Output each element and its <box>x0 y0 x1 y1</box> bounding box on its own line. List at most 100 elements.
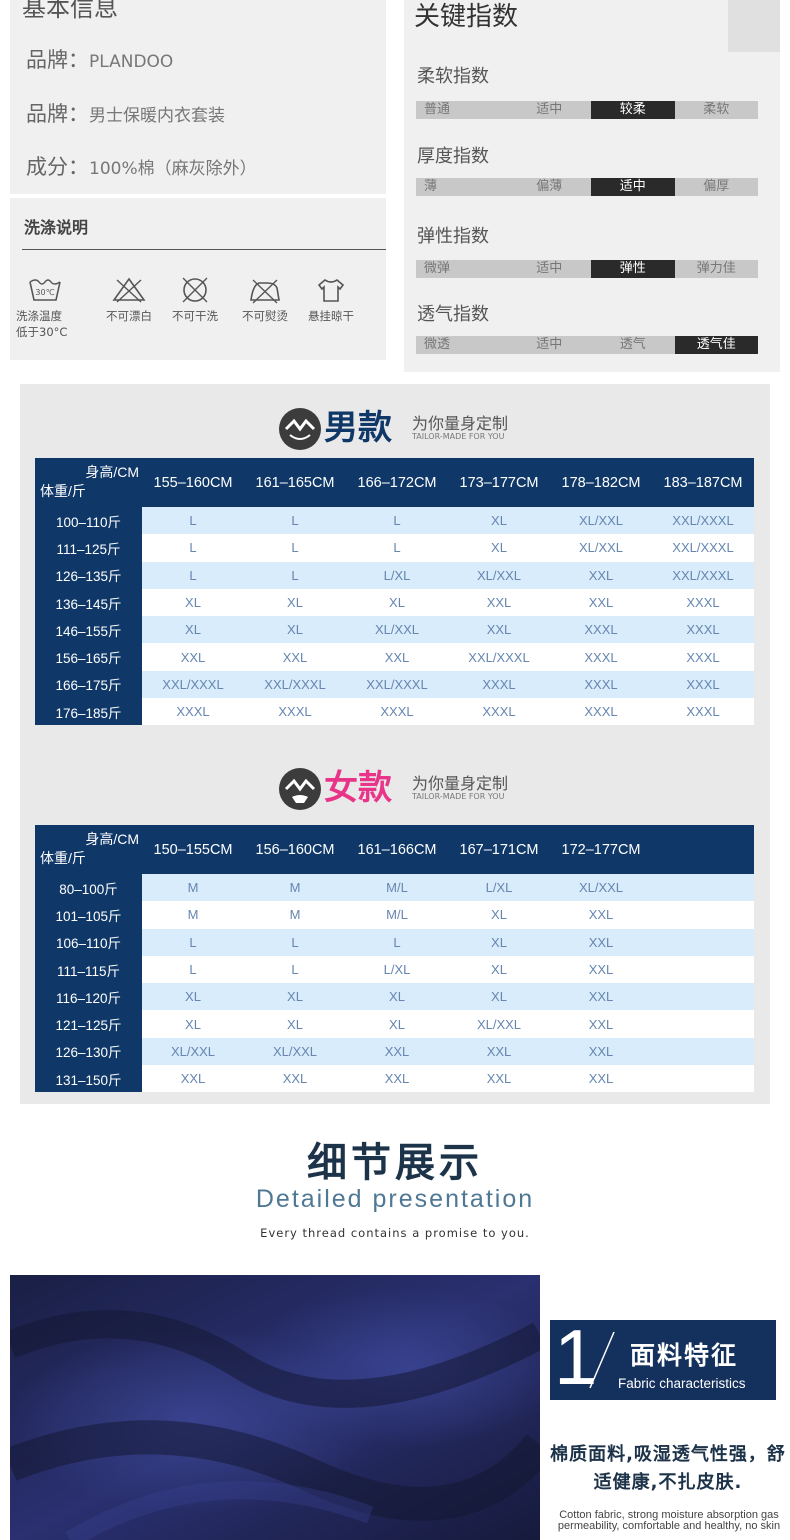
size-cell: XXL/XXXL <box>652 507 754 535</box>
size-cell <box>652 955 754 984</box>
size-cell: XL <box>244 1010 346 1038</box>
size-cell: XXXL <box>346 698 448 726</box>
size-cell: XL/XXL <box>244 1037 346 1066</box>
table-corner-header: 身高/CM 体重/斤 <box>35 458 142 507</box>
height-column-header: 166–172CM <box>346 458 448 507</box>
elasticity-label: 弹性指数 <box>417 226 489 247</box>
men-subtitle-cn: 为你量身定制 <box>412 414 509 433</box>
brand-logo-icon <box>279 408 321 450</box>
wash-item-label: 不可漂白 <box>106 309 152 323</box>
size-cell: XXL <box>550 955 652 984</box>
key-index-title: 关键指数 <box>414 2 519 32</box>
size-cell: XXL <box>550 1010 652 1038</box>
table-row: 111–115斤 L L L/XL XL XXL <box>35 955 754 984</box>
feature-description-en: Cotton fabric, strong moisture absorptio… <box>557 1509 781 1532</box>
table-row: 100–110斤 L L L XL XL/XXL XXL/XXXL <box>35 507 754 535</box>
weight-row-header: 146–155斤 <box>35 616 142 644</box>
scale-option-selected: 透气佳 <box>674 336 758 354</box>
weight-row-header: 101–105斤 <box>35 901 142 929</box>
size-cell: XXL <box>142 643 244 671</box>
feature-title-cn: 面料特征 <box>630 1341 739 1370</box>
wash-temp-text: 30℃ <box>35 288 54 297</box>
table-row: 126–135斤 L L L/XL XL/XXL XXL XXL/XXXL <box>35 561 754 589</box>
size-cell: XL/XXL <box>448 561 550 589</box>
weight-row-header: 121–125斤 <box>35 1010 142 1038</box>
wash-item: 不可干洗 <box>160 276 230 324</box>
wash-instructions-panel: 洗涤说明 30℃ 洗涤温度 低于30°C 不可漂白 不可干洗 不可熨烫 <box>10 198 386 360</box>
size-cell: L <box>142 955 244 984</box>
material-label: 成分： <box>26 155 89 179</box>
product-label: 品牌： <box>26 102 89 126</box>
size-cell: L <box>346 534 448 562</box>
table-row: 106–110斤 L L L XL XXL <box>35 928 754 956</box>
scale-option: 微弹 <box>416 260 508 278</box>
elasticity-scale: 微弹 适中 弹性 弹力佳 <box>416 260 758 278</box>
wash-title: 洗涤说明 <box>24 218 89 237</box>
height-column-header: 155–160CM <box>142 458 244 507</box>
wash-item: 不可漂白 <box>94 276 164 324</box>
women-subtitle-en: TAILOR-MADE FOR YOU <box>412 792 505 801</box>
weight-row-header: 136–145斤 <box>35 588 142 617</box>
brand-row: 品牌：PLANDOO <box>26 44 173 74</box>
slash-divider-icon <box>589 1331 615 1389</box>
men-size-table: 身高/CM 体重/斤 155–160CM 161–165CM 166–172CM 17… <box>35 458 754 726</box>
wash-item: 不可熨烫 <box>230 276 300 324</box>
size-cell: XL/XXL <box>550 534 652 562</box>
basic-info-title: 基本信息 <box>22 0 118 22</box>
height-axis-label: 身高/CM <box>85 831 139 847</box>
size-cell: M <box>244 874 346 902</box>
women-title: 女款 <box>324 768 392 808</box>
breathability-scale: 微透 适中 透气 透气佳 <box>416 336 758 354</box>
size-cell <box>652 1037 754 1066</box>
size-cell: XL/XXL <box>142 1037 244 1066</box>
size-cell <box>652 874 754 902</box>
height-column-header: 161–166CM <box>346 825 448 874</box>
wash-item-label: 不可熨烫 <box>242 309 288 323</box>
height-axis-label: 身高/CM <box>85 464 139 480</box>
fabric-texture-image <box>10 1275 540 1540</box>
table-header-row: 身高/CM 体重/斤 150–155CM 156–160CM 161–166CM 16… <box>35 825 754 874</box>
size-cell: XXL/XXXL <box>652 561 754 589</box>
size-cell: XL <box>244 616 346 644</box>
size-cell: M/L <box>346 901 448 929</box>
scale-option: 偏薄 <box>507 178 591 196</box>
size-cell: L <box>244 928 346 956</box>
decorative-box <box>728 0 780 52</box>
weight-axis-label: 体重/斤 <box>40 483 86 499</box>
size-cell: XL/XXL <box>550 507 652 535</box>
softness-label: 柔软指数 <box>417 66 489 87</box>
size-cell: XXL/XXXL <box>346 670 448 699</box>
wash-item: 悬挂晾干 <box>296 276 366 324</box>
scale-option-selected: 弹性 <box>591 260 675 278</box>
weight-row-header: 156–165斤 <box>35 643 142 671</box>
size-cell: XL <box>448 928 550 956</box>
height-column-header: 178–182CM <box>550 458 652 507</box>
size-cell: XXXL <box>652 588 754 617</box>
size-cell: XL <box>142 1010 244 1038</box>
women-header: 女款 为你量身定制 TAILOR-MADE FOR YOU <box>20 764 770 814</box>
size-cell: XXXL <box>448 698 550 726</box>
size-cell: L <box>142 928 244 956</box>
brand-logo-icon <box>279 768 321 810</box>
weight-row-header: 116–120斤 <box>35 983 142 1011</box>
wash-item: 30℃ 洗涤温度 低于30°C <box>10 276 80 340</box>
height-column-header: 173–177CM <box>448 458 550 507</box>
table-row: 136–145斤 XL XL XL XXL XXL XXXL <box>35 588 754 617</box>
size-cell: XXXL <box>142 698 244 726</box>
wash-item-label: 洗涤温度 低于30°C <box>16 309 68 339</box>
size-cell: XXL <box>244 1065 346 1093</box>
weight-row-header: 176–185斤 <box>35 698 142 726</box>
size-cell: XL/XXL <box>448 1010 550 1038</box>
weight-row-header: 111–115斤 <box>35 955 142 984</box>
size-cell: XXL <box>550 1037 652 1066</box>
size-cell: L <box>346 507 448 535</box>
size-cell: XL <box>448 534 550 562</box>
scale-option: 微透 <box>416 336 508 354</box>
wash-item-label: 悬挂晾干 <box>308 309 354 323</box>
brand-label: 品牌： <box>26 48 89 72</box>
softness-scale: 普通 适中 较柔 柔软 <box>416 101 758 119</box>
size-cell: XXXL <box>652 616 754 644</box>
size-cell: XXL/XXXL <box>448 643 550 671</box>
weight-row-header: 80–100斤 <box>35 874 142 902</box>
height-column-header: 156–160CM <box>244 825 346 874</box>
